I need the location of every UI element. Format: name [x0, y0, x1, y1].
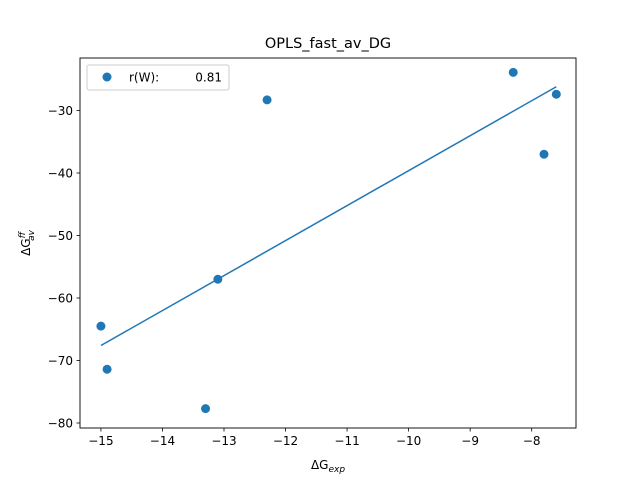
- plot-area-frame: [79, 57, 577, 429]
- y-tick-label: −70: [48, 354, 73, 368]
- y-tick-label: −40: [48, 166, 73, 180]
- x-tick-label: −8: [523, 434, 541, 448]
- x-tick-label: −9: [461, 434, 479, 448]
- x-axis-label: ΔGexp: [311, 458, 345, 475]
- data-point: [262, 95, 272, 105]
- data-point: [539, 149, 549, 159]
- fit-line: [100, 86, 557, 347]
- x-axis-label-main: ΔG: [311, 458, 329, 472]
- x-tick-label: −11: [334, 434, 359, 448]
- legend-label: r(W):: [129, 71, 159, 85]
- data-point: [213, 274, 223, 284]
- x-axis-ticks: −15 −14 −13 −12 −11 −10 −9 −8: [88, 428, 541, 448]
- y-axis-label: ΔGffav: [18, 229, 37, 256]
- legend: r(W): 0.81: [86, 64, 230, 91]
- plot-marks: [96, 67, 561, 414]
- y-axis-ticks: −80 −70 −60 −50 −40 −30: [48, 104, 80, 430]
- data-point: [508, 67, 518, 77]
- x-tick-label: −13: [211, 434, 236, 448]
- x-tick-label: −15: [88, 434, 113, 448]
- data-point: [201, 404, 211, 414]
- x-axis-label-sub: exp: [328, 465, 345, 475]
- y-axis-label-main: ΔG: [19, 238, 33, 256]
- x-tick-label: −10: [396, 434, 421, 448]
- y-tick-label: −60: [48, 291, 73, 305]
- data-point: [102, 364, 112, 374]
- y-tick-label: −50: [48, 229, 73, 243]
- data-point: [96, 321, 106, 331]
- x-tick-label: −12: [273, 434, 298, 448]
- legend-box: [86, 64, 230, 91]
- x-tick-label: −14: [150, 434, 175, 448]
- legend-value: 0.81: [195, 71, 222, 85]
- legend-marker: [102, 72, 112, 82]
- data-point: [551, 89, 561, 99]
- y-axis-label-sup: ff: [18, 230, 28, 238]
- chart-title: OPLS_fast_av_DG: [265, 36, 391, 52]
- y-tick-label: −80: [48, 416, 73, 430]
- y-tick-label: −30: [48, 104, 73, 118]
- y-axis-label-sub: av: [27, 229, 37, 241]
